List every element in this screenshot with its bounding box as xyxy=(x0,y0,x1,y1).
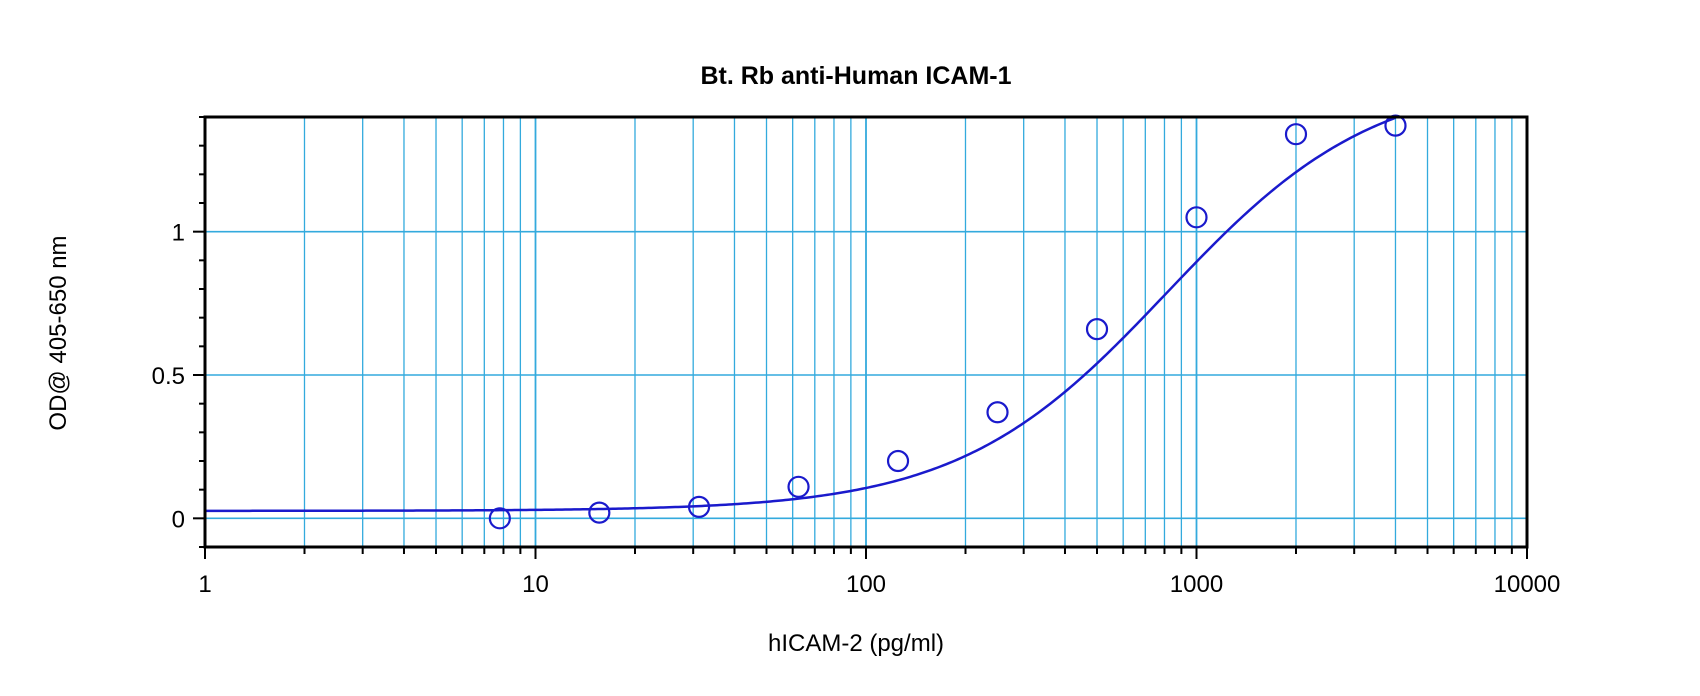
data-point xyxy=(1185,206,1208,229)
y-tick-label: 1 xyxy=(172,220,185,247)
x-tick-label: 10 xyxy=(522,571,549,598)
data-point xyxy=(1085,318,1109,341)
y-tick-label: 0 xyxy=(172,506,185,533)
data-point xyxy=(787,475,810,498)
data-point xyxy=(588,501,611,524)
data-points xyxy=(488,114,1407,530)
y-tick-label: 0.5 xyxy=(152,363,185,390)
fit-curve-layer xyxy=(205,116,1396,513)
x-axis-label: hICAM-2 (pg/ml) xyxy=(768,630,944,657)
x-tick-label: 1000 xyxy=(1170,571,1223,598)
x-tick-label: 100 xyxy=(846,571,886,598)
fit-curve xyxy=(205,116,1396,513)
y-axis-label: OD@ 405-650 nm xyxy=(45,235,72,430)
data-point xyxy=(488,507,511,530)
x-tick-label: 1 xyxy=(198,571,211,598)
axis-ticks xyxy=(193,116,1528,559)
plot-frame xyxy=(203,115,1529,549)
grid xyxy=(205,117,1527,547)
data-point xyxy=(1284,123,1308,146)
data-point xyxy=(986,401,1009,424)
chart-title: Bt. Rb anti-Human ICAM-1 xyxy=(700,62,1011,90)
x-tick-label: 10000 xyxy=(1494,571,1561,598)
tick-labels: 1 10 100 1000 10000 0 0.5 1 xyxy=(152,220,1561,598)
data-point xyxy=(687,495,711,518)
data-point xyxy=(886,449,910,473)
